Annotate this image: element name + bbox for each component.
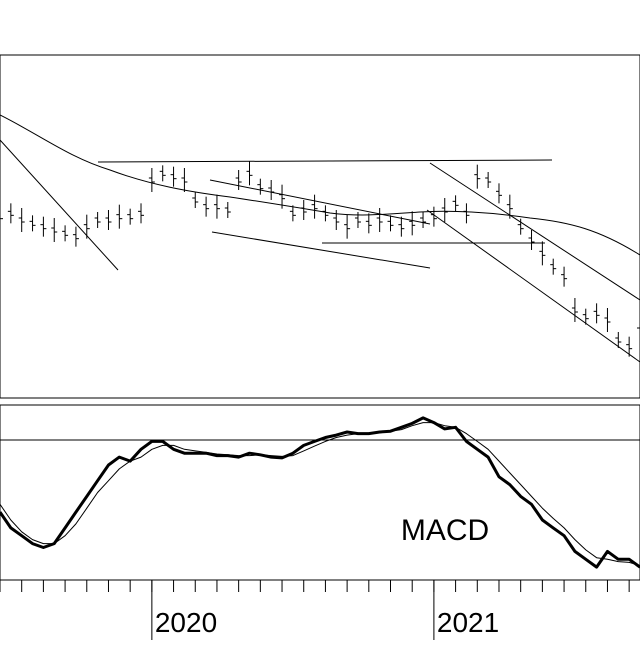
price-bar — [550, 258, 557, 275]
macd-label: MACD — [401, 514, 489, 547]
price-bar — [29, 215, 36, 232]
price-bar — [571, 298, 578, 322]
price-bar — [246, 161, 253, 186]
price-bar — [7, 203, 14, 224]
trendline — [0, 139, 119, 271]
price-bar — [376, 208, 383, 232]
price-bar — [181, 168, 188, 192]
price-bar — [83, 214, 90, 239]
price-bar — [463, 203, 470, 224]
price-bar — [94, 212, 101, 228]
price-bar — [213, 194, 220, 219]
price-bar — [495, 183, 502, 204]
x-axis-year-label: 2020 — [155, 607, 217, 638]
signal-line — [0, 422, 640, 567]
price-bar — [300, 200, 307, 220]
price-bar — [604, 308, 611, 332]
price-bar — [344, 214, 351, 239]
price-bar — [561, 266, 568, 287]
price-bar — [485, 172, 492, 188]
price-bar — [311, 194, 318, 219]
indicator-panel-frame — [0, 404, 640, 581]
price-bar — [582, 308, 589, 325]
price-bar — [452, 195, 459, 212]
price-bar — [593, 303, 600, 324]
price-bar — [235, 170, 242, 190]
trendline — [209, 179, 431, 225]
price-bar — [387, 215, 394, 232]
price-bar — [539, 241, 546, 266]
macd-layer — [0, 416, 640, 569]
price-bar — [148, 168, 155, 192]
price-bar — [615, 332, 622, 348]
price-bar — [224, 202, 231, 218]
x-axis-ticks — [0, 580, 630, 592]
price-bar — [322, 205, 329, 222]
price-bar — [365, 213, 372, 234]
price-bar — [203, 196, 210, 217]
price-bar — [116, 204, 123, 229]
trendline-layer — [0, 114, 640, 363]
price-bar — [474, 164, 481, 189]
price-panel-frame — [0, 54, 640, 399]
price-bar — [441, 198, 448, 222]
price-bar — [170, 166, 177, 187]
price-bar — [72, 226, 79, 247]
price-bar — [159, 165, 166, 182]
price-bar — [257, 178, 264, 195]
price-bar — [528, 230, 535, 250]
trendline — [211, 231, 431, 269]
price-bar — [138, 203, 145, 224]
price-bar — [127, 208, 134, 225]
price-bar — [51, 218, 58, 242]
price-layer — [0, 161, 640, 357]
price-bar — [420, 212, 427, 228]
macd-line — [0, 416, 640, 569]
moving-average-line — [0, 114, 640, 256]
price-bar — [0, 208, 3, 225]
x-axis-year-label: 2021 — [437, 607, 499, 638]
price-bar — [268, 180, 275, 200]
price-bar — [517, 218, 524, 235]
trendline — [429, 162, 640, 301]
price-bar — [105, 210, 112, 230]
price-bar — [192, 192, 199, 208]
price-bar — [626, 336, 633, 357]
price-bar — [409, 211, 416, 236]
price-bar — [40, 216, 47, 237]
trendline — [426, 209, 640, 363]
price-bar — [289, 205, 296, 222]
price-bar — [398, 216, 405, 237]
x-axis-year-labels: 2020 2021 — [151, 580, 499, 640]
price-bar — [18, 208, 25, 232]
price-bar — [333, 210, 340, 230]
price-bar — [62, 225, 69, 242]
trendline — [97, 159, 553, 163]
